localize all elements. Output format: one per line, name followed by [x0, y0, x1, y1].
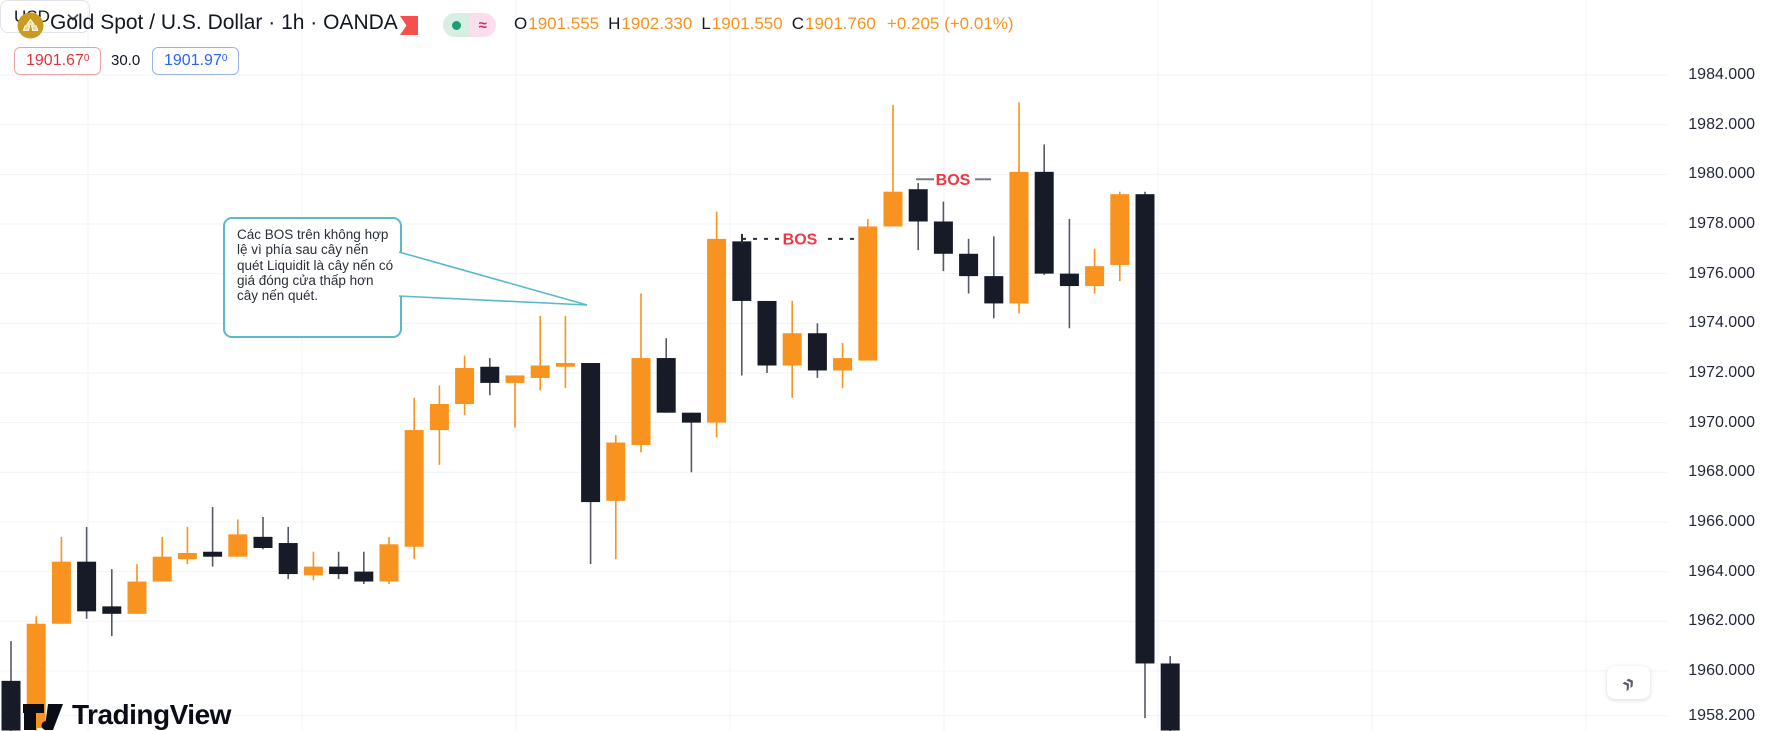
price-tag-red[interactable]: 1901.67 0 — [14, 47, 102, 75]
candle-up — [404, 430, 424, 547]
price-axis-label: 1958.200 — [1688, 706, 1755, 724]
price-axis-label: 1960.000 — [1688, 661, 1755, 679]
price-axis-label: 1974.000 — [1688, 314, 1755, 332]
price-axis-label: 1976.000 — [1688, 264, 1755, 282]
candle-down — [1135, 194, 1155, 664]
market-status-pill[interactable]: ≈ — [443, 13, 496, 37]
candle-down — [908, 189, 928, 222]
change-value: +0.205 (+0.01%) — [886, 14, 1014, 33]
candle-up — [379, 544, 399, 582]
candle-up — [631, 358, 651, 445]
market-open-indicator — [443, 13, 470, 37]
candle-down — [681, 412, 701, 423]
candle-up — [455, 367, 475, 404]
candle-up — [26, 623, 46, 729]
candle-up — [505, 375, 525, 383]
candle-up — [429, 403, 449, 431]
chevron-down-icon — [67, 13, 79, 21]
symbol-logo-gold-icon — [17, 12, 44, 39]
bos-label[interactable]: BOS — [936, 172, 971, 189]
candle-down — [203, 551, 223, 557]
price-tag-red-sup: 0 — [83, 52, 90, 64]
candlestick-chart[interactable]: BOS BOS — [0, 0, 1667, 731]
candle-down — [933, 221, 953, 254]
scroll-to-realtime-button[interactable]: » — [1607, 666, 1650, 699]
candle-up — [127, 581, 147, 614]
candle-down — [757, 300, 777, 366]
callout-note[interactable]: Các BOS trên không hợp lệ vì phía sau câ… — [223, 217, 402, 338]
price-axis-label: 1984.000 — [1688, 66, 1755, 83]
open-label: O — [514, 14, 528, 33]
fast-forward-icon: » — [1617, 667, 1640, 698]
candle-up — [303, 566, 323, 576]
candle-down — [1034, 171, 1054, 274]
candle-down — [656, 358, 676, 413]
candle-down — [102, 606, 122, 614]
high-label: H — [608, 14, 621, 33]
candle-down — [581, 363, 601, 503]
callout-text: Các BOS trên không hợp lệ vì phía sau câ… — [237, 227, 394, 303]
price-axis[interactable]: 1984.000 1982.000 1980.000 1978.000 1976.000… — [1667, 0, 1766, 731]
candle-up — [152, 556, 172, 582]
low-value: 1901.550 — [711, 14, 783, 33]
candle-down — [354, 571, 374, 582]
price-axis-label: 1964.000 — [1688, 562, 1755, 580]
candle-up — [177, 552, 197, 560]
price-tag-red-value: 1901.67 — [26, 52, 84, 69]
ohlc-readout: O 1901.555 H 1902.330 L 1901.550 C 1901.760 … — [514, 14, 1014, 34]
price-axis-label: 1968.000 — [1688, 463, 1755, 481]
tradingview-glyph-icon — [23, 704, 63, 730]
candle-down — [253, 536, 273, 549]
tradingview-logo[interactable]: TradingView — [22, 697, 231, 731]
candle-down — [278, 543, 298, 575]
countdown-value: 30.0 — [111, 52, 141, 69]
price-tag-blue[interactable]: 1901.97 0 — [152, 47, 240, 75]
low-label: L — [701, 14, 711, 33]
candle-up — [228, 534, 248, 557]
candle-up — [555, 363, 575, 367]
candle-up — [782, 333, 802, 366]
price-axis-label: 1970.000 — [1688, 413, 1755, 431]
candle-up — [707, 238, 727, 423]
candle-down — [807, 333, 827, 371]
candle-up — [1009, 171, 1029, 304]
candle-down — [1160, 663, 1180, 731]
bos-label[interactable]: BOS — [783, 231, 818, 248]
candle-up — [1085, 266, 1105, 287]
candle-up — [606, 442, 626, 501]
candle-down — [480, 366, 500, 383]
price-axis-label: 1980.000 — [1688, 165, 1755, 183]
symbol-title[interactable]: Gold Spot / U.S. Dollar · 1h · OANDA — [50, 11, 398, 34]
candle-down — [732, 241, 752, 301]
candle-up — [1110, 194, 1130, 265]
candle-up — [883, 191, 903, 227]
candle-up — [51, 561, 71, 624]
price-axis-label: 1962.000 — [1688, 612, 1755, 630]
candle-down — [77, 561, 97, 612]
candle-up — [858, 226, 878, 361]
candle-up — [833, 358, 853, 371]
candle-down — [959, 253, 979, 277]
high-value: 1902.330 — [621, 14, 693, 33]
approx-data-icon: ≈ — [469, 13, 496, 37]
market-open-dot-icon — [451, 20, 461, 30]
close-label: C — [791, 14, 804, 33]
open-value: 1901.555 — [528, 14, 600, 33]
price-axis-label: 1982.000 — [1688, 115, 1755, 133]
candle-down — [1, 680, 21, 731]
candle-up — [530, 365, 550, 378]
price-tag-blue-value: 1901.97 — [164, 52, 222, 69]
candle-down — [329, 566, 349, 575]
price-tag-blue-sup: 0 — [221, 52, 228, 64]
price-axis-label: 1966.000 — [1688, 512, 1755, 530]
close-value: 1901.760 — [804, 14, 876, 33]
tradingview-wordmark: TradingView — [72, 699, 231, 730]
price-axis-label: 1972.000 — [1688, 363, 1755, 381]
candle-down — [1059, 273, 1079, 287]
flag-icon[interactable] — [397, 15, 419, 36]
candle-down — [984, 276, 1004, 304]
price-axis-label: 1978.000 — [1688, 214, 1755, 232]
